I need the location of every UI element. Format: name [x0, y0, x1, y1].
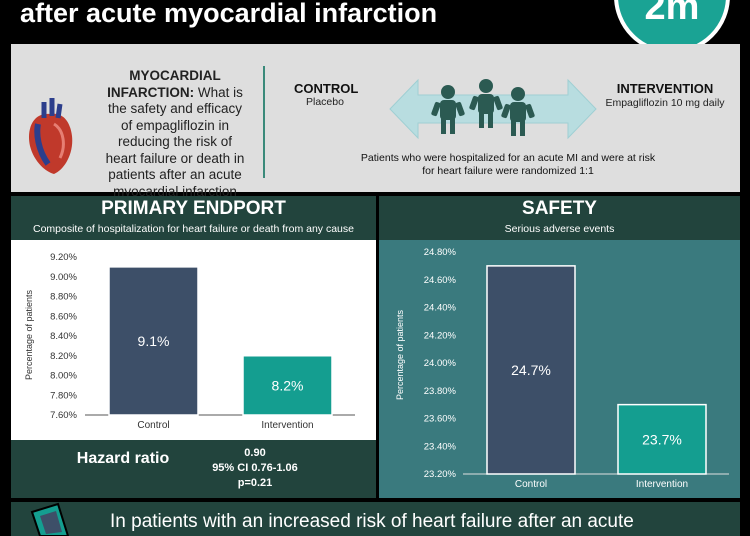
- y-tick-label: 24.20%: [424, 330, 457, 341]
- y-axis-label: Percentage of patients: [24, 289, 34, 380]
- data-label: 23.7%: [642, 431, 682, 447]
- data-label: 24.7%: [511, 362, 551, 378]
- y-axis-label: Percentage of patients: [395, 309, 405, 400]
- randomization-text: Patients who were hospitalized for an ac…: [360, 152, 656, 177]
- hazard-ratio-p: p=0.21: [237, 477, 273, 489]
- y-tick-label: 7.60%: [50, 410, 77, 421]
- page-title: after acute myocardial infarction: [20, 0, 438, 28]
- y-tick-label: 24.00%: [424, 358, 457, 369]
- y-tick-label: 8.60%: [50, 311, 77, 322]
- primary-endpoint-subtitle: Composite of hospitalization for heart f…: [32, 223, 354, 235]
- y-tick-label: 8.80%: [50, 292, 77, 303]
- logo-text: 2m: [644, 0, 700, 28]
- hazard-ratio-box: [11, 440, 376, 498]
- control-sub: Placebo: [306, 96, 344, 108]
- safety-title: SAFETY: [522, 198, 597, 219]
- research-question: MYOCARDIAL INFARCTION: What is the safet…: [104, 68, 246, 217]
- x-tick-label: Intervention: [261, 420, 313, 431]
- y-tick-label: 7.80%: [50, 390, 77, 401]
- x-tick-label: Control: [515, 479, 547, 490]
- y-tick-label: 9.20%: [50, 252, 77, 263]
- randomization-arrow-icon: [389, 78, 597, 140]
- divider: [263, 66, 265, 178]
- primary-endpoint-header: [11, 196, 376, 240]
- x-tick-label: Control: [137, 420, 169, 431]
- study-design-panel: [11, 44, 740, 192]
- data-label: 8.2%: [272, 377, 304, 393]
- intervention-sub: Empagliflozin 10 mg daily: [605, 97, 725, 109]
- data-label: 9.1%: [138, 333, 170, 349]
- bar-intervention: [242, 355, 333, 416]
- bar-intervention: [617, 403, 707, 475]
- y-tick-label: 24.40%: [424, 303, 457, 314]
- safety-chart: Percentage of patients 23.20% 23.40% 23.60…: [395, 247, 729, 490]
- conclusion-bar: [11, 502, 740, 536]
- bar-control: [108, 266, 199, 416]
- intervention-label: INTERVENTION: [616, 81, 714, 96]
- y-tick-label: 9.00%: [50, 272, 77, 283]
- control-label: CONTROL: [294, 81, 359, 96]
- heart-icon: [28, 98, 73, 174]
- safety-subtitle: Serious adverse events: [504, 223, 615, 235]
- conclusion-text: In patients with an increased risk of he…: [110, 511, 634, 532]
- safety-header: [379, 196, 740, 240]
- people-icon: [431, 79, 535, 136]
- x-tick-label: Intervention: [636, 479, 688, 490]
- y-tick-label: 23.80%: [424, 386, 457, 397]
- y-tick-label: 23.20%: [424, 469, 457, 480]
- hazard-ratio-ci: 95% CI 0.76-1.06: [212, 462, 298, 474]
- y-tick-label: 8.00%: [50, 371, 77, 382]
- clipboard-icon: [30, 502, 70, 536]
- y-tick-label: 23.40%: [424, 441, 457, 452]
- hazard-ratio-label: Hazard ratio: [76, 450, 170, 467]
- hazard-ratio-value: 0.90: [244, 447, 266, 459]
- primary-endpoint-title: PRIMARY ENDPORT: [101, 198, 286, 219]
- primary-endpoint-chart: Percentage of patients 7.60% 7.80% 8.00% 8.…: [24, 252, 355, 431]
- y-tick-label: 8.20%: [50, 351, 77, 362]
- hazard-ratio-values: 0.90 95% CI 0.76-1.06 p=0.21: [190, 446, 320, 491]
- y-tick-label: 8.40%: [50, 331, 77, 342]
- y-tick-label: 24.80%: [424, 247, 457, 258]
- bar-control: [486, 265, 576, 475]
- question-heading: MYOCARDIAL INFARCTION:: [107, 68, 221, 100]
- y-tick-label: 23.60%: [424, 414, 457, 425]
- y-tick-label: 24.60%: [424, 275, 457, 286]
